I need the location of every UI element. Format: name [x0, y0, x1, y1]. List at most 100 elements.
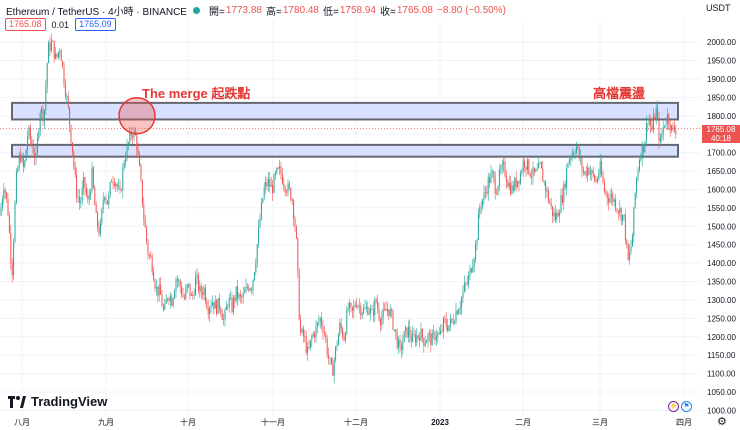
candle-body: [442, 318, 444, 332]
candle-body: [652, 116, 654, 131]
candle-body: [230, 297, 232, 299]
candle-body: [158, 284, 160, 296]
candle-body: [584, 171, 586, 173]
candle-body: [413, 333, 415, 336]
candle-body: [307, 347, 309, 353]
candle-body: [333, 359, 335, 376]
candle-body: [210, 305, 212, 309]
candle-body: [294, 218, 296, 227]
candle-body: [465, 283, 467, 285]
candle-body: [270, 184, 272, 187]
candle-body: [157, 286, 159, 296]
candle-body: [349, 303, 351, 309]
candle-body: [34, 153, 36, 159]
candle-body: [134, 130, 136, 136]
candle-body: [658, 117, 660, 142]
candle-body: [172, 298, 174, 306]
y-axis-tick-label: 1350.00: [707, 278, 736, 287]
candle-body: [94, 187, 96, 206]
tradingview-logo[interactable]: TradingView: [8, 394, 107, 409]
candle-body: [571, 153, 573, 159]
candle-body: [426, 341, 428, 344]
candle-body: [508, 182, 510, 188]
candle-body: [603, 182, 605, 192]
candle-body: [218, 298, 220, 309]
candle-body: [538, 163, 540, 169]
candle-body: [498, 169, 500, 187]
candle-body: [140, 165, 142, 181]
y-axis-tick-label: 1500.00: [707, 222, 736, 231]
buy-price-button[interactable]: 1765.09: [75, 18, 116, 31]
candle-body: [295, 226, 297, 239]
candle-body: [606, 192, 608, 199]
candle-body: [174, 291, 176, 299]
candle-body: [225, 306, 227, 310]
candle-body: [325, 333, 327, 340]
candle-body: [381, 317, 383, 326]
candle-body: [641, 144, 643, 159]
candle-body: [99, 223, 101, 234]
candle-body: [420, 328, 422, 341]
candle-body: [547, 190, 549, 202]
sell-price-button[interactable]: 1765.08: [5, 18, 46, 31]
candle-body: [386, 309, 388, 311]
candle-body: [519, 172, 521, 184]
candle-body: [522, 160, 524, 172]
currency-selector[interactable]: USDT: [706, 3, 731, 13]
candle-body: [494, 177, 496, 194]
settings-gear-icon[interactable]: ⚙: [717, 416, 727, 428]
candle-body: [71, 142, 73, 153]
candle-body: [407, 326, 409, 338]
y-axis-tick-label: 1150.00: [707, 351, 736, 360]
candle-body: [609, 197, 611, 203]
candle-body: [640, 158, 642, 160]
candle-body: [237, 286, 239, 299]
candle-body: [318, 321, 320, 323]
candle-body: [102, 199, 104, 209]
symbol-title[interactable]: Ethereum / TetherUS · 4小時 · BINANCE: [6, 6, 187, 18]
candle-body: [196, 274, 198, 278]
candle-body: [580, 157, 582, 159]
candle-body: [193, 294, 195, 296]
flag-icon[interactable]: ⚑: [681, 401, 692, 412]
candle-body: [615, 199, 617, 210]
candle-body: [399, 339, 401, 346]
candle-body: [111, 181, 113, 183]
candle-body: [521, 171, 523, 173]
candle-body: [623, 214, 625, 216]
candle-body: [77, 196, 79, 198]
candle-body: [588, 167, 590, 175]
x-axis-tick-label: 十二月: [344, 417, 368, 427]
candle-body: [662, 127, 664, 135]
candle-body: [654, 116, 656, 120]
candle-body: [582, 169, 584, 173]
x-axis-tick-label: 十月: [180, 417, 196, 427]
candle-body: [384, 309, 386, 310]
candle-body: [402, 342, 404, 351]
candle-body: [200, 285, 202, 293]
candle-body: [657, 107, 659, 118]
candle-body: [445, 318, 447, 327]
candle-body: [178, 280, 180, 282]
candle-body: [601, 161, 603, 175]
candle-body: [455, 310, 457, 322]
candle-body: [119, 185, 121, 191]
candle-body: [39, 112, 41, 131]
candle-body: [545, 181, 547, 192]
candle-body: [421, 328, 423, 339]
candle-body: [449, 318, 451, 326]
candle-body: [32, 145, 34, 154]
candle-body: [108, 194, 110, 205]
candle-body: [358, 305, 360, 307]
candle-body: [659, 137, 661, 142]
candle-body: [525, 166, 527, 170]
candle-body: [176, 279, 178, 282]
candle-body: [594, 174, 596, 181]
candle-body: [550, 203, 552, 207]
candle-body: [441, 330, 443, 332]
candle-body: [195, 277, 197, 295]
lightning-icon[interactable]: ⚡: [668, 401, 679, 412]
candle-body: [406, 327, 408, 338]
